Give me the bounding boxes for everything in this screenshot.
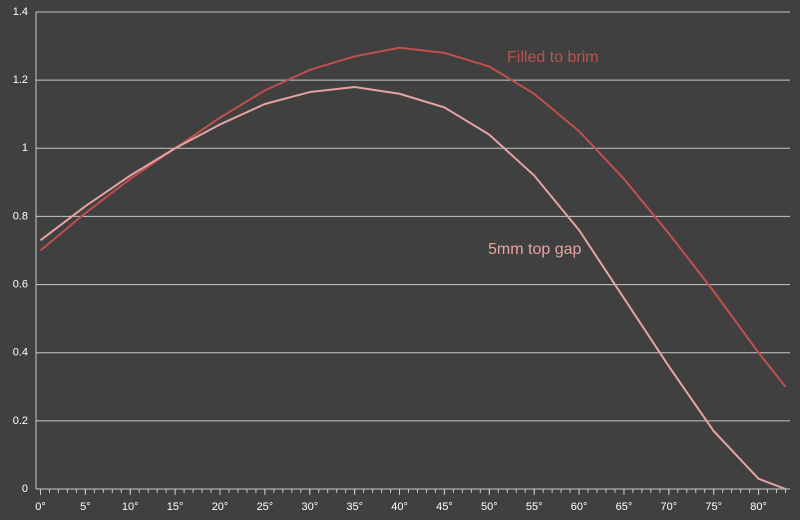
y-tick-label: 0.6	[13, 278, 28, 290]
y-tick-label: 1.4	[13, 6, 28, 18]
x-tick-label: 5°	[80, 501, 91, 513]
series-annotation: Filled to brim	[507, 49, 599, 66]
x-tick-label: 80°	[750, 501, 767, 513]
series-annotation: 5mm top gap	[488, 241, 581, 258]
x-tick-label: 65°	[616, 501, 633, 513]
y-tick-label: 1	[22, 142, 28, 154]
series-line	[39, 85, 786, 490]
x-tick-label: 30°	[301, 501, 318, 513]
y-tick-label: 0.4	[13, 347, 28, 359]
y-tick-label: 1.2	[13, 74, 28, 86]
x-tick-label: 20°	[212, 501, 229, 513]
x-tick-label: 35°	[346, 501, 363, 513]
x-tick-label: 45°	[436, 501, 453, 513]
x-tick-label: 0°	[35, 501, 46, 513]
x-tick-label: 50°	[481, 501, 498, 513]
x-tick-label: 70°	[661, 501, 678, 513]
x-tick-label: 15°	[167, 501, 184, 513]
y-tick-label: 0.8	[13, 210, 28, 222]
x-tick-label: 55°	[526, 501, 543, 513]
x-tick-label: 60°	[571, 501, 588, 513]
y-tick-label: 0	[22, 483, 28, 495]
x-tick-label: 40°	[391, 501, 408, 513]
x-tick-label: 75°	[705, 501, 722, 513]
y-tick-label: 0.2	[13, 415, 28, 427]
x-tick-label: 25°	[257, 501, 274, 513]
x-tick-label: 10°	[122, 501, 139, 513]
